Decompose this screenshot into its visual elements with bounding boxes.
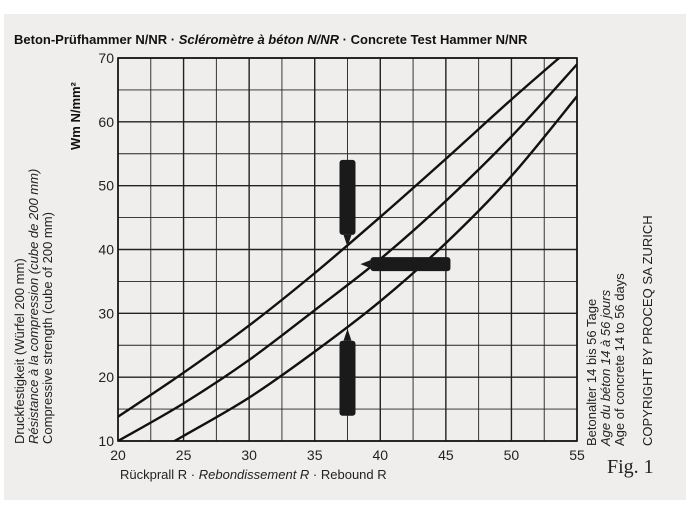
x-tick-label: 20 [110, 447, 126, 463]
x-tick-label: 30 [241, 447, 257, 463]
x-tick-label: 45 [438, 447, 454, 463]
y-unit-label: Wm N/mm² [68, 81, 83, 150]
x-axis-label: Rückprall R · Rebondissement R · Rebound… [120, 467, 387, 482]
y-tick-label: 40 [98, 242, 114, 258]
x-tick-label: 35 [307, 447, 323, 463]
age-english: Age of concrete 14 to 56 days [612, 273, 627, 446]
hammer-icon-down [339, 159, 356, 247]
plot-frame [117, 57, 578, 442]
y-axis-label: Druckfestigkeit (Würfel 200 mm) Résistan… [12, 169, 55, 444]
y-tick-label: 10 [98, 433, 114, 449]
copyright: COPYRIGHT BY PROCEQ SA ZURICH [640, 215, 655, 446]
series-lines [118, 58, 577, 441]
y-tick-label: 60 [98, 114, 114, 130]
x-tick-label: 40 [372, 447, 388, 463]
title-english: · Concrete Test Hammer N/NR [339, 32, 528, 47]
hammer-icon-up [339, 328, 356, 416]
x-label-german: Rückprall R · [120, 467, 199, 482]
x-tick-labels: 20 25 30 35 40 45 50 55 [110, 447, 585, 463]
hammer-icons [339, 159, 451, 416]
y-tick-label: 50 [98, 178, 114, 194]
y-tick-label: 20 [98, 369, 114, 385]
title-german: Beton-Prüfhammer N/NR · [14, 32, 179, 47]
y-tick-label: 30 [98, 305, 114, 321]
x-label-english: · Rebound R [309, 467, 386, 482]
y-label-english: Compressive strength (cube of 200 mm) [40, 212, 55, 444]
series-line-1 [118, 58, 561, 418]
y-tick-label: 70 [98, 50, 114, 66]
y-unit-text: Wm N/mm² [68, 81, 83, 150]
age-german: Betonalter 14 bis 56 Tage [584, 299, 599, 446]
y-label-german: Druckfestigkeit (Würfel 200 mm) [12, 258, 27, 444]
title-french: Scléromètre à béton N/NR [178, 32, 340, 47]
x-label-french: Rebondissement R [199, 467, 310, 482]
x-tick-label: 25 [176, 447, 192, 463]
series-line-2 [118, 63, 577, 441]
x-tick-label: 50 [504, 447, 520, 463]
age-french: Age du béton 14 à 56 jours [598, 289, 613, 447]
y-label-french: Résistance à la compression (cube de 200… [26, 169, 41, 444]
right-note: Betonalter 14 bis 56 Tage Age du béton 1… [584, 215, 655, 447]
chart-title: Beton-Prüfhammer N/NR · Scléromètre à bé… [14, 32, 527, 47]
y-tick-labels: 10 20 30 40 50 60 70 [98, 50, 114, 449]
x-tick-label: 55 [569, 447, 585, 463]
figure-label: Fig. 1 [607, 456, 654, 478]
hammer-icon-horizontal [360, 257, 451, 272]
series-line-3 [172, 95, 577, 441]
